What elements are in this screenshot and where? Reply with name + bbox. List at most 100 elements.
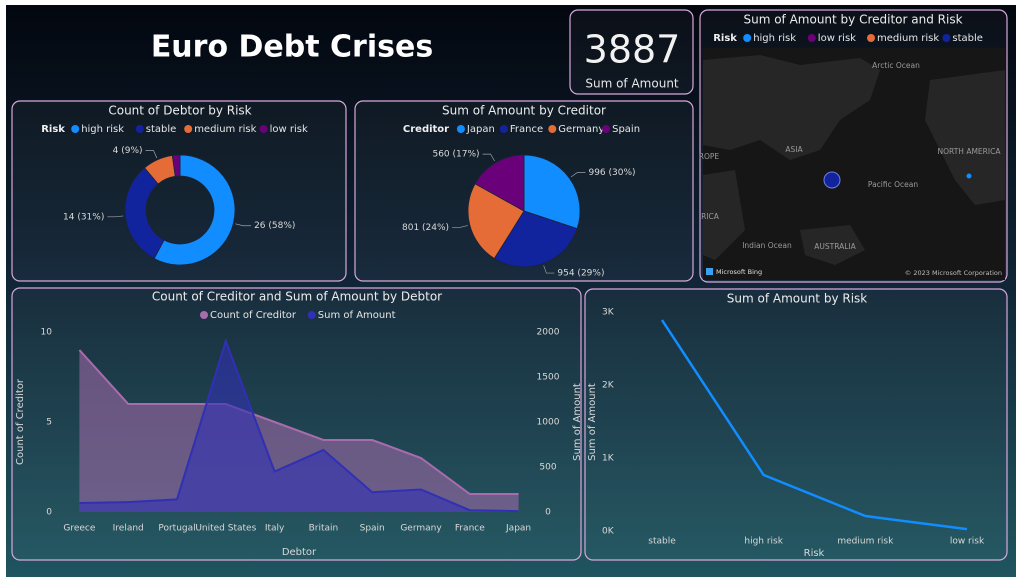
map-place-label: AUSTRALIA <box>814 242 856 251</box>
x-tick-label: medium risk <box>837 537 894 547</box>
y2-axis-label: Sum of Amount <box>572 383 583 461</box>
donut-slice <box>171 154 181 177</box>
dashboard-title: Euro Debt Crises <box>151 30 433 65</box>
legend-marker <box>200 311 208 319</box>
x-tick-label: United States <box>195 524 256 534</box>
legend-marker <box>307 311 316 319</box>
data-label: 560 (17%) <box>432 150 479 160</box>
data-label: 26 (58%) <box>254 221 295 231</box>
y2-tick-label: 2000 <box>537 328 560 338</box>
map-place-label: RICA <box>701 212 720 221</box>
data-label: 4 (9%) <box>113 146 143 156</box>
legend-title: Risk <box>713 33 737 44</box>
legend-label: Japan <box>466 124 495 135</box>
y-tick-label: 2K <box>602 381 615 391</box>
legend-label: Count of Creditor <box>210 310 297 321</box>
map-place-label: Indian Ocean <box>742 241 792 250</box>
series-line <box>79 337 519 513</box>
legend-marker <box>807 34 816 42</box>
x-axis-label: Risk <box>804 548 825 559</box>
legend-label: Spain <box>612 124 640 135</box>
leader-line <box>570 171 586 178</box>
series-line <box>78 349 519 495</box>
x-tick-label: France <box>455 524 485 534</box>
bing-logo <box>706 268 713 275</box>
y2-tick-label: 1500 <box>537 373 560 383</box>
legend-label: low risk <box>818 33 856 44</box>
legend-marker <box>135 125 144 133</box>
legend-label: medium risk <box>877 33 939 44</box>
y-tick-label: 0K <box>602 527 615 537</box>
chart-title: Count of Creditor and Sum of Amount by D… <box>152 290 442 304</box>
chart-title: Count of Debtor by Risk <box>108 104 251 118</box>
legend-marker <box>867 34 875 42</box>
data-label: 954 (29%) <box>557 269 604 279</box>
y-axis-label: Sum of Amount <box>587 383 598 461</box>
map-land <box>703 170 745 260</box>
leader-line <box>145 150 158 159</box>
x-tick-label: Ireland <box>113 524 144 534</box>
x-tick-label: Britain <box>309 524 339 534</box>
x-axis-label: Debtor <box>282 547 317 558</box>
legend-label: low risk <box>270 124 308 135</box>
pie-slice <box>474 154 525 212</box>
x-tick-label: Germany <box>400 524 442 534</box>
legend-title: Creditor <box>403 124 449 135</box>
area-fill <box>79 341 519 512</box>
leader-line <box>452 225 468 228</box>
legend-marker <box>743 34 752 42</box>
y-tick-label: 10 <box>41 328 53 338</box>
y2-tick-label: 1000 <box>537 418 560 428</box>
kpi-value: 3887 <box>584 28 681 72</box>
legend-marker <box>456 125 465 133</box>
legend-marker <box>499 125 508 133</box>
leader-line <box>107 215 124 218</box>
map-bubble <box>966 173 972 179</box>
map-attribution: © 2023 Microsoft Corporation <box>905 269 1002 277</box>
x-tick-label: Japan <box>505 524 531 534</box>
map-attribution: Microsoft Bing <box>716 268 762 276</box>
leader-line <box>235 223 252 227</box>
x-tick-label: Portugal <box>158 524 195 534</box>
legend-marker <box>184 125 193 133</box>
legend-label: stable <box>952 33 983 44</box>
line-panel <box>584 288 1008 561</box>
x-tick-label: Italy <box>265 524 285 534</box>
x-tick-label: low risk <box>950 537 985 547</box>
y2-tick-label: 500 <box>539 463 556 473</box>
x-tick-label: Greece <box>63 524 95 534</box>
legend-label: Germany <box>558 124 604 135</box>
legend-marker <box>259 125 268 133</box>
legend-label: medium risk <box>194 124 256 135</box>
map-place-label: Pacific Ocean <box>868 180 918 189</box>
legend-marker <box>602 125 611 133</box>
map-panel <box>699 9 1008 283</box>
donut-slice <box>153 154 236 266</box>
map-land <box>800 225 865 265</box>
kpi-label: Sum of Amount <box>585 77 679 91</box>
y-tick-label: 0 <box>46 508 52 518</box>
x-tick-label: high risk <box>744 537 783 547</box>
y2-tick-label: 0 <box>545 508 551 518</box>
map-place-label: Arctic Ocean <box>872 61 920 70</box>
legend-label: Sum of Amount <box>318 310 396 321</box>
legend-label: stable <box>146 124 177 135</box>
legend-title: Risk <box>41 124 65 135</box>
series-line <box>660 319 968 531</box>
legend-marker <box>942 34 951 42</box>
legend-label: France <box>510 124 543 135</box>
data-label: 801 (24%) <box>402 223 449 233</box>
map-place-label: ROPE <box>699 152 720 161</box>
legend-label: high risk <box>753 33 796 44</box>
pie-slice <box>493 210 578 268</box>
kpi-card <box>569 9 694 95</box>
map-place-label: NORTH AMERICA <box>938 147 1002 156</box>
chart-title: Sum of Amount by Creditor and Risk <box>743 13 962 27</box>
y-tick-label: 3K <box>602 308 615 318</box>
leader-line <box>543 265 555 274</box>
map-bubble <box>823 171 841 189</box>
data-label: 996 (30%) <box>588 168 635 178</box>
data-label: 14 (31%) <box>63 212 104 222</box>
